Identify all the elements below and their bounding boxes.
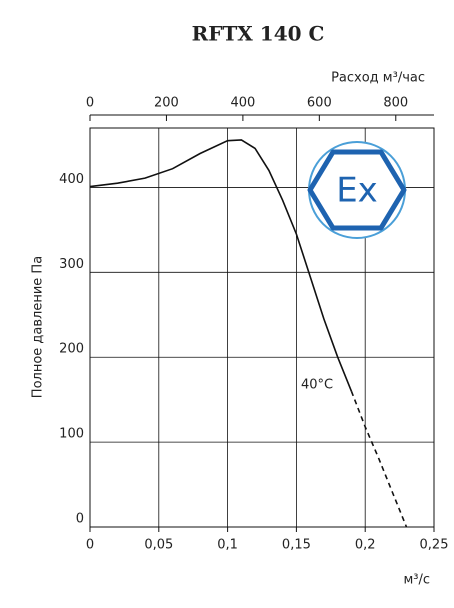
plot-frame [89,127,435,528]
x-tick-label: 0,2 [355,538,376,553]
x-tick-label: 0,25 [420,538,449,553]
x2-tick-label: 600 [307,96,332,111]
logo-text: Εx [336,171,378,211]
x2-axis-label: Расход м³/час [331,71,425,86]
y-tick-label: 200 [59,342,84,357]
x-tick-label: 0,15 [282,538,311,553]
y-tick-label: 400 [59,172,84,187]
y-tick-label: 300 [59,257,84,272]
curve [89,139,353,392]
x2-tick-label: 800 [383,96,408,111]
x-tick-label: 0,1 [217,538,238,553]
logo: Εx [307,141,407,239]
y-tick-label: 0 [76,512,84,527]
y-axis-label: Полное давление Па [31,256,46,398]
x2-tick-label: 0 [86,96,94,111]
y-tick-label: 100 [59,427,84,442]
x-axis-label: м³/с [403,573,430,588]
x2-tick-label: 400 [230,96,255,111]
logo-hexagon [307,149,407,231]
x2-tick-label: 200 [154,96,179,111]
curve [350,390,408,528]
chart-title: RFTX 140 C [192,22,325,46]
x-tick-label: 0 [86,538,94,553]
x-tick-label: 0,05 [144,538,173,553]
annotation: 40°C [301,378,333,393]
